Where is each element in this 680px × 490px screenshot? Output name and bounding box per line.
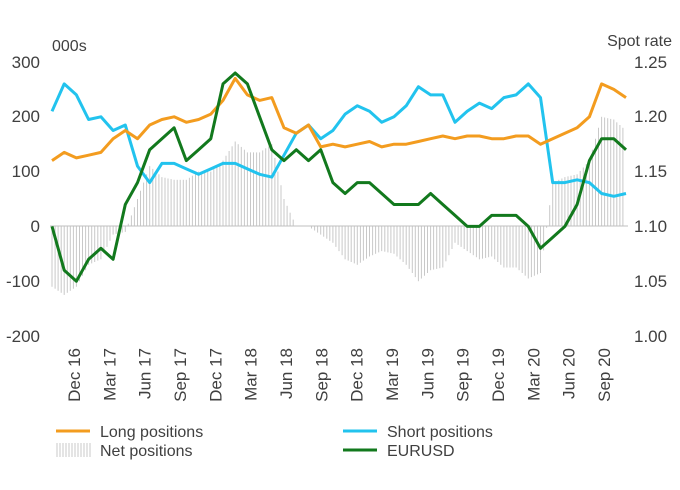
legend-swatch-net (56, 443, 91, 457)
series-line-long-positions (51, 76, 627, 162)
x-tick-label: Dec 19 (489, 348, 508, 402)
series-lines (50, 71, 628, 283)
x-tick-label: Jun 19 (418, 348, 437, 399)
legend: Long positions Net positions Short posit… (56, 424, 493, 460)
x-tick-label: Mar 19 (383, 348, 402, 401)
x-tick-label: Sep 18 (312, 348, 331, 402)
legend-label-short: Short positions (387, 424, 493, 441)
x-tick-label: Jun 20 (560, 348, 579, 399)
legend-label-net: Net positions (100, 443, 193, 460)
y-right-tick-2: 1.15 (634, 162, 667, 181)
legend-label-long: Long positions (100, 424, 203, 441)
y-right-tick-3: 1.10 (634, 217, 667, 236)
x-tick-label: Jun 17 (136, 348, 155, 399)
x-axis-tick-labels: Dec 16 Mar 17 Jun 17 Sep 17 Dec 17 Mar 18 Jun … (65, 348, 614, 402)
y-right-tick-0: 1.25 (634, 53, 667, 72)
x-tick-label: Dec 18 (348, 348, 367, 402)
y-left-tick-2: 100 (12, 162, 40, 181)
y-right-tick-5: 1.00 (634, 327, 667, 346)
net-positions-bars (51, 116, 624, 295)
x-tick-label: Sep 20 (595, 348, 614, 402)
y-left-tick-0: 300 (12, 53, 40, 72)
right-axis-unit: Spot rate (607, 33, 672, 50)
legend-label-eurusd: EURUSD (387, 443, 455, 460)
y-right-tick-4: 1.05 (634, 272, 667, 291)
left-axis-unit: 000s (52, 38, 87, 55)
x-tick-label: Sep 19 (454, 348, 473, 402)
series-line-eurusd (50, 71, 628, 283)
x-tick-label: Jun 18 (277, 348, 296, 399)
y-left-tick-5: -200 (6, 327, 40, 346)
x-tick-label: Dec 17 (206, 348, 225, 402)
x-tick-label: Mar 18 (242, 348, 261, 401)
y-left-tick-3: 0 (31, 217, 40, 236)
y-left-tick-4: -100 (6, 272, 40, 291)
x-tick-label: Mar 17 (100, 348, 119, 401)
x-tick-label: Mar 20 (524, 348, 543, 401)
series-line-short-positions (50, 82, 627, 198)
x-tick-label: Dec 16 (65, 348, 84, 402)
y-right-tick-1: 1.20 (634, 107, 667, 126)
x-tick-label: Sep 17 (171, 348, 190, 402)
y-left-tick-1: 200 (12, 107, 40, 126)
